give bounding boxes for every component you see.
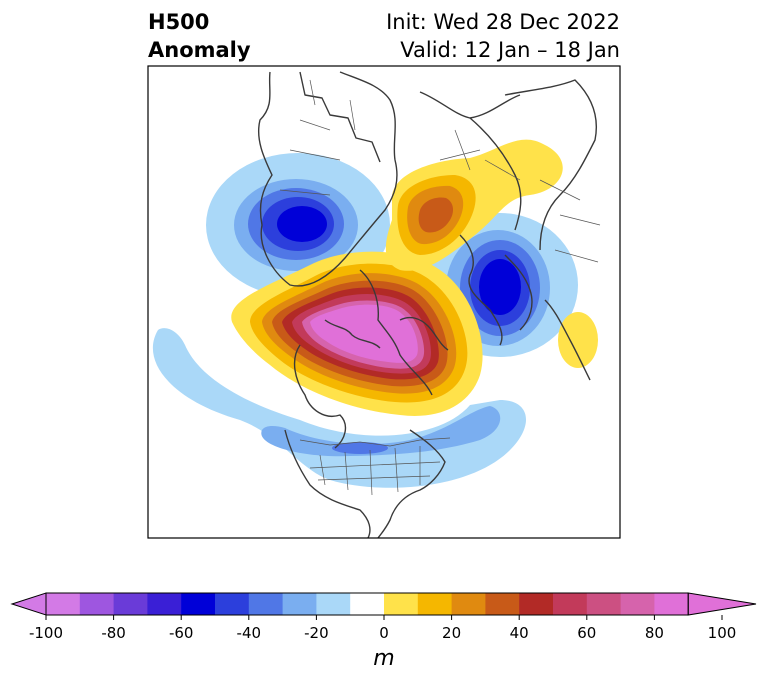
init-date: Init: Wed 28 Dec 2022 xyxy=(386,10,620,34)
colorbar-segment xyxy=(350,593,385,615)
tick-label: 40 xyxy=(509,624,529,642)
colorbar-segment xyxy=(417,593,453,615)
colorbar-segment xyxy=(79,593,115,615)
colorbar-extend-low xyxy=(10,592,47,616)
positive-anomaly-small xyxy=(558,312,598,368)
tick-label: 60 xyxy=(577,624,597,642)
map-panel xyxy=(148,66,620,538)
forecast-dates: Init: Wed 28 Dec 2022 Valid: 12 Jan – 18… xyxy=(386,8,620,64)
colorbar xyxy=(10,592,757,620)
colorbar-segment xyxy=(620,593,655,615)
colorbar-segment xyxy=(553,593,588,615)
map-title: H500 Anomaly xyxy=(148,8,251,64)
title-line-1: H500 xyxy=(148,10,210,34)
colorbar-segment xyxy=(485,593,520,615)
colorbar-segment xyxy=(519,593,554,615)
colorbar-segment xyxy=(46,593,81,615)
tick-label: 100 xyxy=(707,624,737,642)
colorbar-segment xyxy=(147,593,182,615)
colorbar-segment xyxy=(181,593,216,615)
colorbar-segment xyxy=(451,593,486,615)
colorbar-segment xyxy=(248,593,284,615)
title-line-2: Anomaly xyxy=(148,38,251,62)
tick-label: -100 xyxy=(28,624,64,642)
colorbar-segment xyxy=(384,593,419,615)
colorbar-segment xyxy=(282,593,317,615)
tick-label: 80 xyxy=(644,624,664,642)
colorbar-outline xyxy=(45,592,689,616)
valid-range: Valid: 12 Jan – 18 Jan xyxy=(400,38,620,62)
political-borders xyxy=(279,79,601,496)
colorbar-segment xyxy=(654,593,689,615)
tick-label: -20 xyxy=(304,624,329,642)
colorbar-segment xyxy=(113,593,148,615)
tick-label: 0 xyxy=(379,624,389,642)
colorbar-segment xyxy=(586,593,622,615)
colorbar-segment xyxy=(316,593,351,615)
coastlines xyxy=(258,71,597,538)
colorbar-segment xyxy=(215,593,250,615)
colorbar-extend-high xyxy=(687,592,757,616)
tick-label: 20 xyxy=(442,624,462,642)
tick-label: -40 xyxy=(236,624,262,642)
tick-label: -80 xyxy=(101,624,126,642)
positive-anomaly-asia xyxy=(385,139,563,271)
map-border xyxy=(147,65,621,539)
tick-label: -60 xyxy=(168,624,194,642)
colorbar-unit: m xyxy=(373,646,395,671)
